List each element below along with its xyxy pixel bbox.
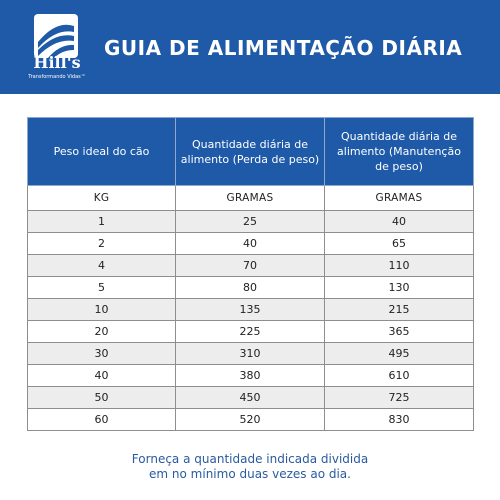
feeding-guide-table: Peso ideal do cão Quantidade diária de a…	[27, 117, 474, 431]
cell-grams-maintenance: 130	[324, 276, 474, 299]
table-row: 2 40 65	[27, 232, 474, 255]
table-row: 10 135 215	[27, 298, 474, 321]
cell-weight-kg: 50	[27, 386, 176, 409]
cell-weight-kg: 1	[27, 210, 176, 233]
table-row: 60 520 830	[27, 408, 474, 431]
cell-weight-kg: 30	[27, 342, 176, 365]
cell-grams-maintenance: 40	[324, 210, 474, 233]
cell-grams-loss: 450	[175, 386, 325, 409]
unit-grams-loss: GRAMAS	[175, 185, 325, 211]
header-ideal-weight: Peso ideal do cão	[27, 117, 176, 186]
cell-grams-maintenance: 365	[324, 320, 474, 343]
cell-grams-loss: 80	[175, 276, 325, 299]
cell-weight-kg: 20	[27, 320, 176, 343]
brand-name: Hill's	[33, 53, 81, 72]
cell-grams-loss: 380	[175, 364, 325, 387]
cell-weight-kg: 5	[27, 276, 176, 299]
cell-grams-loss: 70	[175, 254, 325, 277]
hills-logo: Hill's Transformando Vidas™	[22, 14, 90, 86]
table-header-row: Peso ideal do cão Quantidade diária de a…	[27, 117, 474, 186]
cell-grams-loss: 310	[175, 342, 325, 365]
unit-grams-maintenance: GRAMAS	[324, 185, 474, 211]
table-row: 20 225 365	[27, 320, 474, 343]
cell-grams-loss: 40	[175, 232, 325, 255]
cell-grams-maintenance: 110	[324, 254, 474, 277]
table-row: 5 80 130	[27, 276, 474, 299]
brand-tagline: Transformando Vidas™	[28, 74, 86, 80]
table-row: 40 380 610	[27, 364, 474, 387]
cell-grams-maintenance: 65	[324, 232, 474, 255]
table-row: 30 310 495	[27, 342, 474, 365]
units-row: KG GRAMAS GRAMAS	[27, 185, 474, 211]
hills-logo-mark-icon	[34, 14, 78, 58]
note-line-2: em no mínimo duas vezes ao dia.	[149, 467, 351, 481]
feeding-note: Forneça a quantidade indicada dividida e…	[20, 452, 480, 482]
cell-weight-kg: 4	[27, 254, 176, 277]
cell-grams-loss: 25	[175, 210, 325, 233]
cell-grams-loss: 135	[175, 298, 325, 321]
header-weight-loss: Quantidade diária de alimento (Perda de …	[175, 117, 325, 186]
header-maintenance: Quantidade diária de alimento (Manutençã…	[324, 117, 474, 186]
table-row: 50 450 725	[27, 386, 474, 409]
table-row: 1 25 40	[27, 210, 474, 233]
table-row: 4 70 110	[27, 254, 474, 277]
cell-grams-loss: 520	[175, 408, 325, 431]
cell-grams-maintenance: 830	[324, 408, 474, 431]
cell-weight-kg: 40	[27, 364, 176, 387]
cell-grams-loss: 225	[175, 320, 325, 343]
unit-kg: KG	[27, 185, 176, 211]
cell-grams-maintenance: 215	[324, 298, 474, 321]
cell-weight-kg: 2	[27, 232, 176, 255]
cell-weight-kg: 10	[27, 298, 176, 321]
note-line-1: Forneça a quantidade indicada dividida	[131, 452, 369, 466]
page-title: GUIA DE ALIMENTAÇÃO DIÁRIA	[104, 36, 463, 60]
cell-weight-kg: 60	[27, 408, 176, 431]
header-banner: Hill's Transformando Vidas™ GUIA DE ALIM…	[0, 0, 500, 94]
cell-grams-maintenance: 495	[324, 342, 474, 365]
cell-grams-maintenance: 610	[324, 364, 474, 387]
cell-grams-maintenance: 725	[324, 386, 474, 409]
